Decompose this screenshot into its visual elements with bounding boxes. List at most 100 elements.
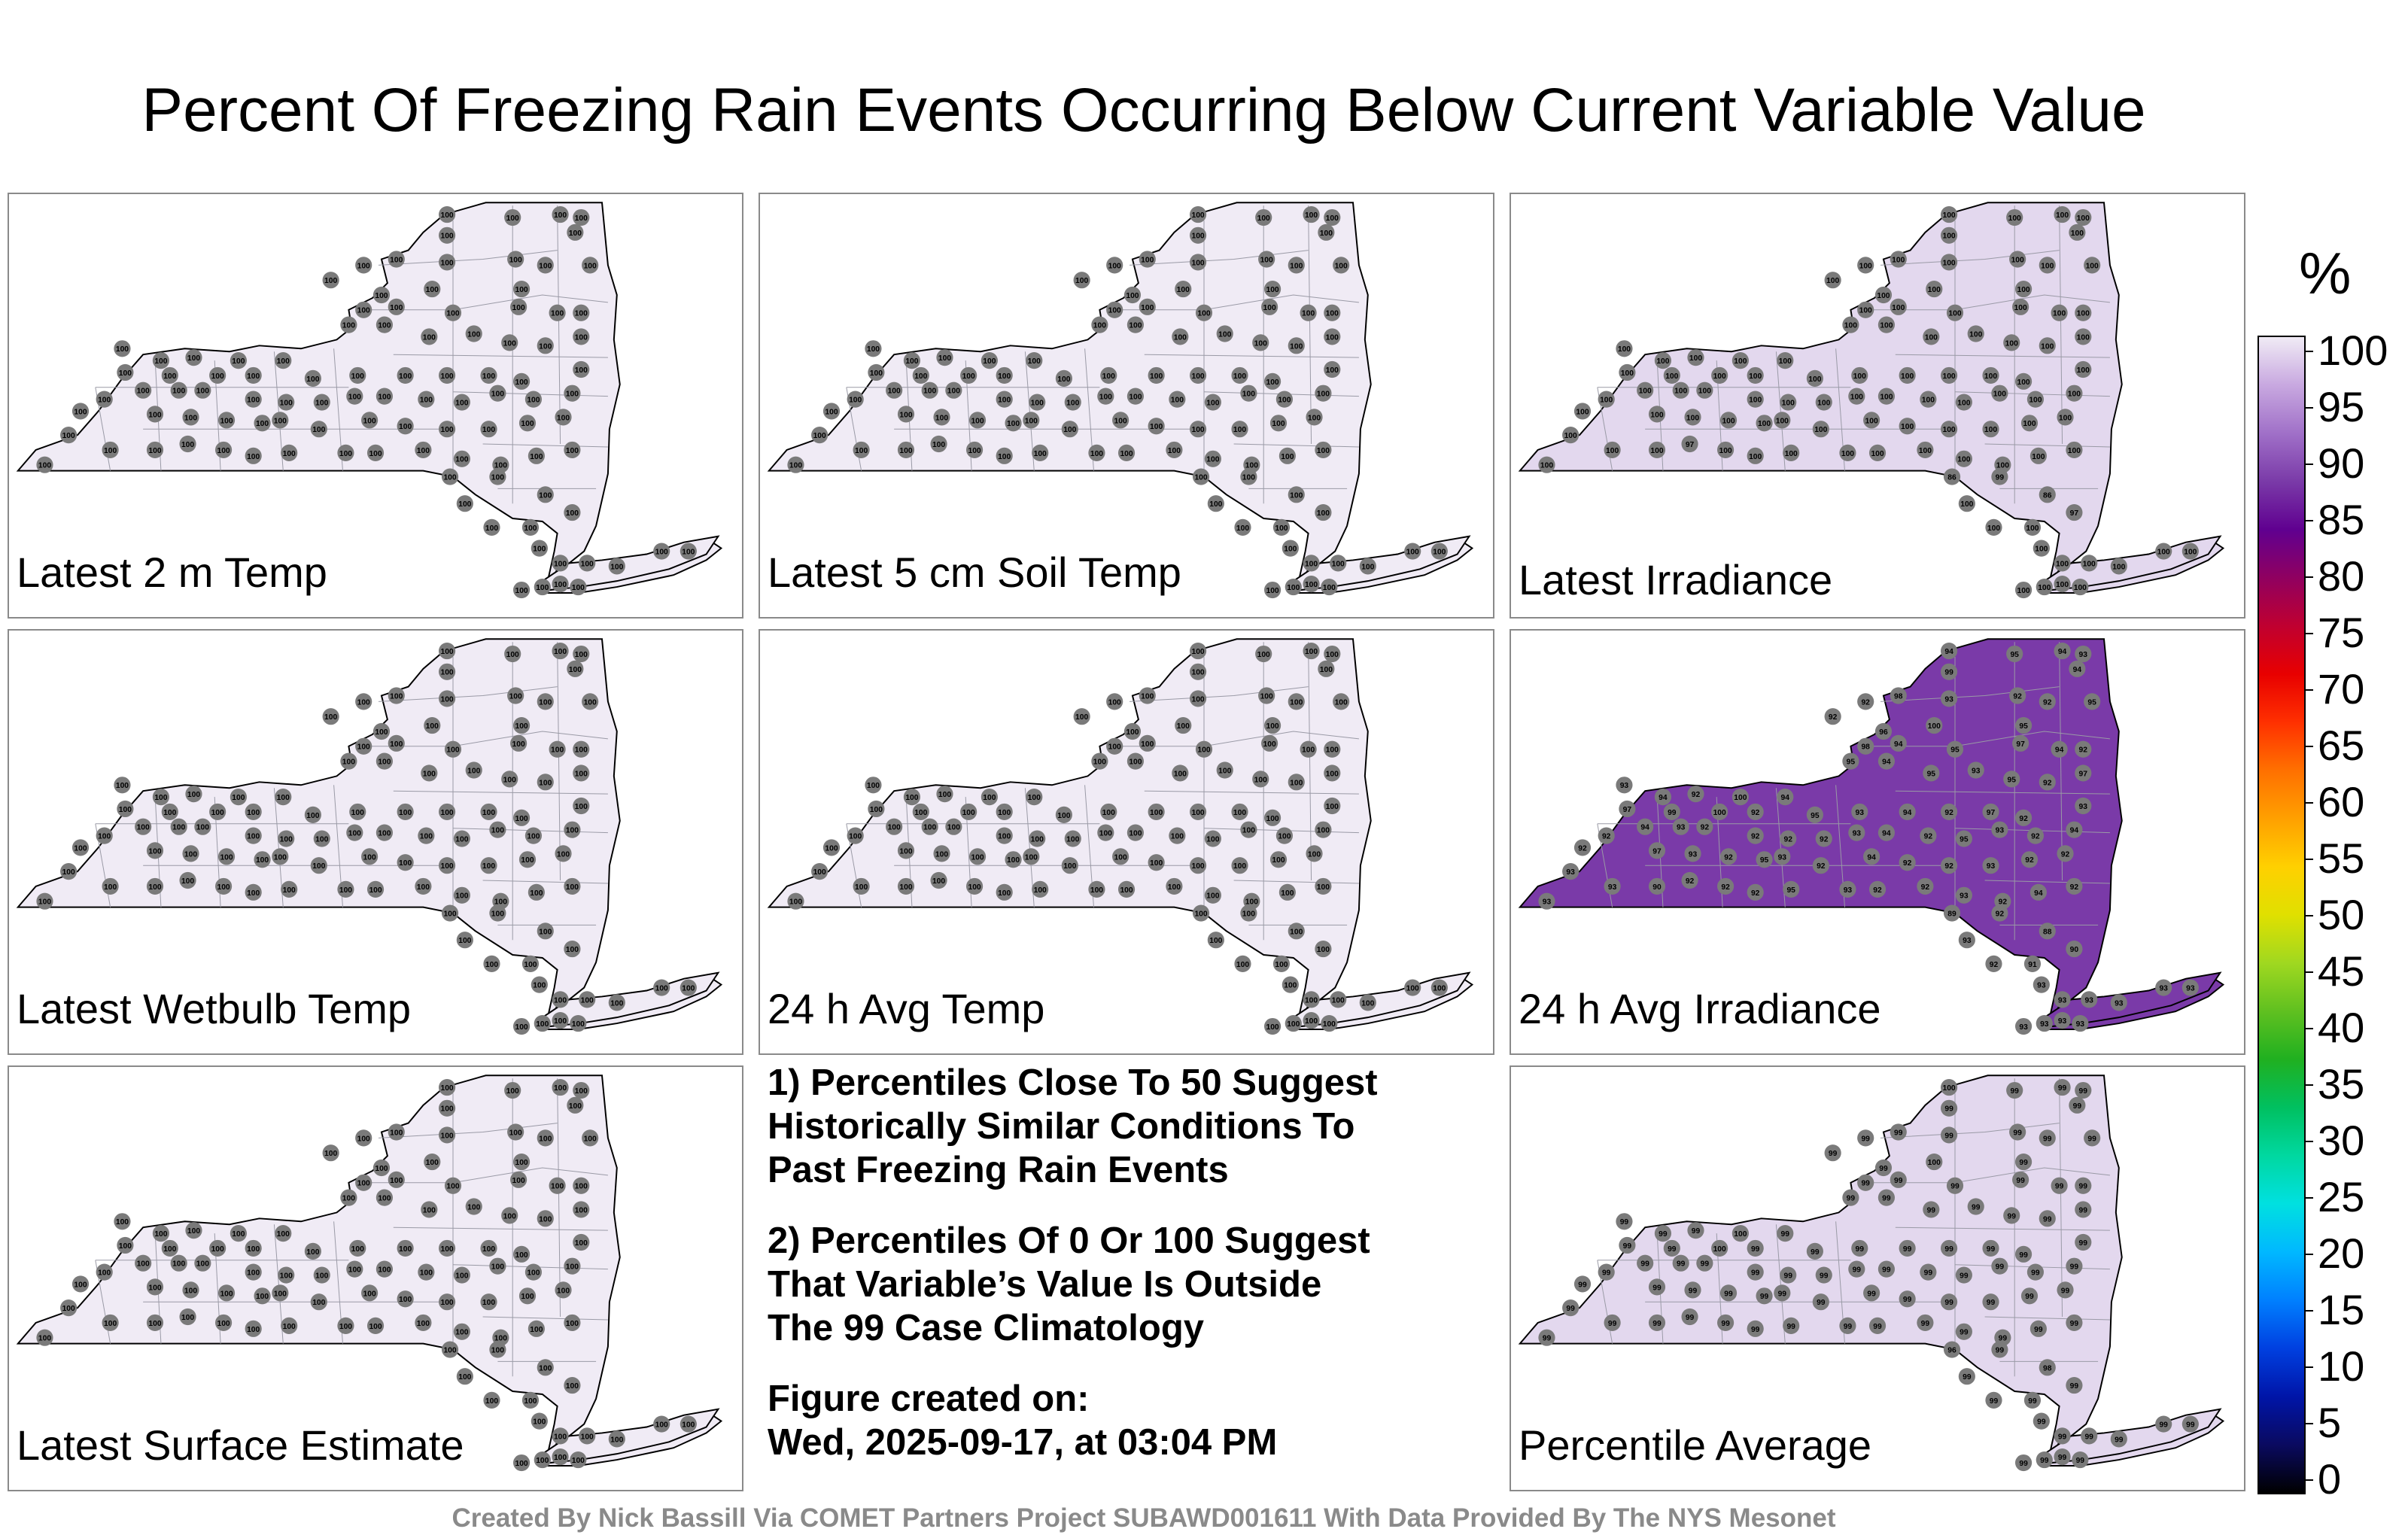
station-marker xyxy=(185,1222,202,1239)
station-marker xyxy=(1696,381,1713,399)
station-marker xyxy=(2051,1177,2068,1194)
station-marker xyxy=(537,1129,554,1147)
station-value: 100 xyxy=(1236,961,1249,969)
station-marker xyxy=(453,1266,470,1284)
station-marker xyxy=(304,1242,321,1260)
station-value: 100 xyxy=(1650,447,1663,455)
station-marker xyxy=(1806,1242,1823,1260)
county-border xyxy=(482,1316,608,1321)
station-value: 100 xyxy=(503,339,516,348)
station-marker xyxy=(1848,824,1865,841)
station-marker xyxy=(146,842,164,859)
station-value: 100 xyxy=(247,372,260,381)
station-marker xyxy=(1315,940,1332,958)
station-value: 100 xyxy=(232,794,245,802)
station-marker xyxy=(480,803,497,821)
station-marker xyxy=(1263,372,1282,390)
station-value: 100 xyxy=(1606,447,1619,455)
station-marker xyxy=(524,1263,543,1281)
station-marker xyxy=(483,955,500,972)
station-marker xyxy=(1783,1317,1800,1334)
station-value: 93 xyxy=(2037,982,2046,990)
station-marker xyxy=(2014,1454,2033,1472)
station-marker xyxy=(2039,257,2056,274)
station-marker xyxy=(965,877,984,895)
station-value: 100 xyxy=(1120,886,1133,895)
station-marker xyxy=(1231,803,1248,821)
station-marker xyxy=(1026,789,1043,806)
station-value: 100 xyxy=(1960,500,1973,509)
station-value: 100 xyxy=(1171,833,1184,841)
station-marker xyxy=(1857,693,1874,710)
station-marker xyxy=(355,737,372,755)
station-value: 100 xyxy=(375,728,388,737)
station-value: 100 xyxy=(342,1195,355,1203)
station-value: 100 xyxy=(399,1296,412,1304)
station-value: 100 xyxy=(855,447,868,455)
station-marker xyxy=(2069,660,2086,677)
station-marker xyxy=(453,1323,470,1340)
station-marker xyxy=(245,803,262,821)
station-marker xyxy=(1321,578,1338,596)
station-marker xyxy=(1851,366,1868,385)
station-marker xyxy=(480,857,497,874)
station-marker xyxy=(1806,806,1823,823)
station-value: 100 xyxy=(342,322,355,330)
county-border xyxy=(1880,1123,2060,1138)
station-value: 100 xyxy=(172,388,185,396)
station-marker xyxy=(1148,418,1165,435)
station-marker xyxy=(194,818,211,835)
station-value: 100 xyxy=(62,432,75,440)
station-marker xyxy=(313,1266,330,1284)
station-marker xyxy=(161,1239,178,1257)
station-value: 100 xyxy=(104,1320,117,1328)
station-value: 100 xyxy=(277,357,290,366)
station-marker xyxy=(1940,690,1958,707)
station-value: 100 xyxy=(399,372,412,381)
station-marker xyxy=(573,1201,590,1218)
station-value: 92 xyxy=(1724,853,1733,862)
station-marker xyxy=(2029,883,2047,901)
station-marker xyxy=(573,1177,590,1194)
station-marker xyxy=(2069,1096,2086,1114)
station-value: 99 xyxy=(1751,1245,1760,1254)
map-panel: 100 100 100 100 100 100 100 100 100 100 100 100 100 1… xyxy=(8,629,743,1055)
station-value: 99 xyxy=(1873,1323,1882,1331)
station-value: 100 xyxy=(1433,549,1446,557)
station-marker xyxy=(1278,883,1296,901)
station-value: 99 xyxy=(1677,1260,1686,1269)
station-marker xyxy=(96,1263,113,1281)
station-marker xyxy=(275,352,292,369)
station-marker xyxy=(552,1448,569,1466)
station-value: 100 xyxy=(572,1020,585,1029)
station-marker xyxy=(1303,991,1320,1008)
station-value: 100 xyxy=(306,812,319,820)
station-value: 100 xyxy=(554,581,567,589)
station-value: 100 xyxy=(1093,322,1106,330)
station-marker xyxy=(170,1254,187,1272)
station-marker xyxy=(254,851,271,868)
station-value: 100 xyxy=(682,1421,695,1430)
station-marker xyxy=(1204,394,1221,411)
station-marker xyxy=(1261,298,1278,315)
station-value: 100 xyxy=(1150,809,1163,817)
station-marker xyxy=(361,412,379,429)
station-value: 100 xyxy=(62,1305,75,1313)
station-marker xyxy=(1139,734,1156,752)
station-marker xyxy=(217,1284,236,1302)
station-marker xyxy=(1684,1281,1701,1299)
station-marker xyxy=(847,827,864,844)
station-value: 100 xyxy=(515,722,528,731)
station-marker xyxy=(2014,581,2033,599)
station-marker xyxy=(1055,806,1072,823)
station-marker xyxy=(1926,716,1943,734)
station-marker xyxy=(1663,366,1680,385)
station-marker xyxy=(418,391,435,408)
station-value: 100 xyxy=(1335,698,1348,707)
station-value: 100 xyxy=(1919,447,1932,455)
station-marker xyxy=(1747,391,1764,408)
station-marker xyxy=(1106,301,1123,318)
station-marker xyxy=(1231,857,1248,874)
station-value: 100 xyxy=(1150,859,1163,868)
station-value: 100 xyxy=(38,1335,51,1343)
